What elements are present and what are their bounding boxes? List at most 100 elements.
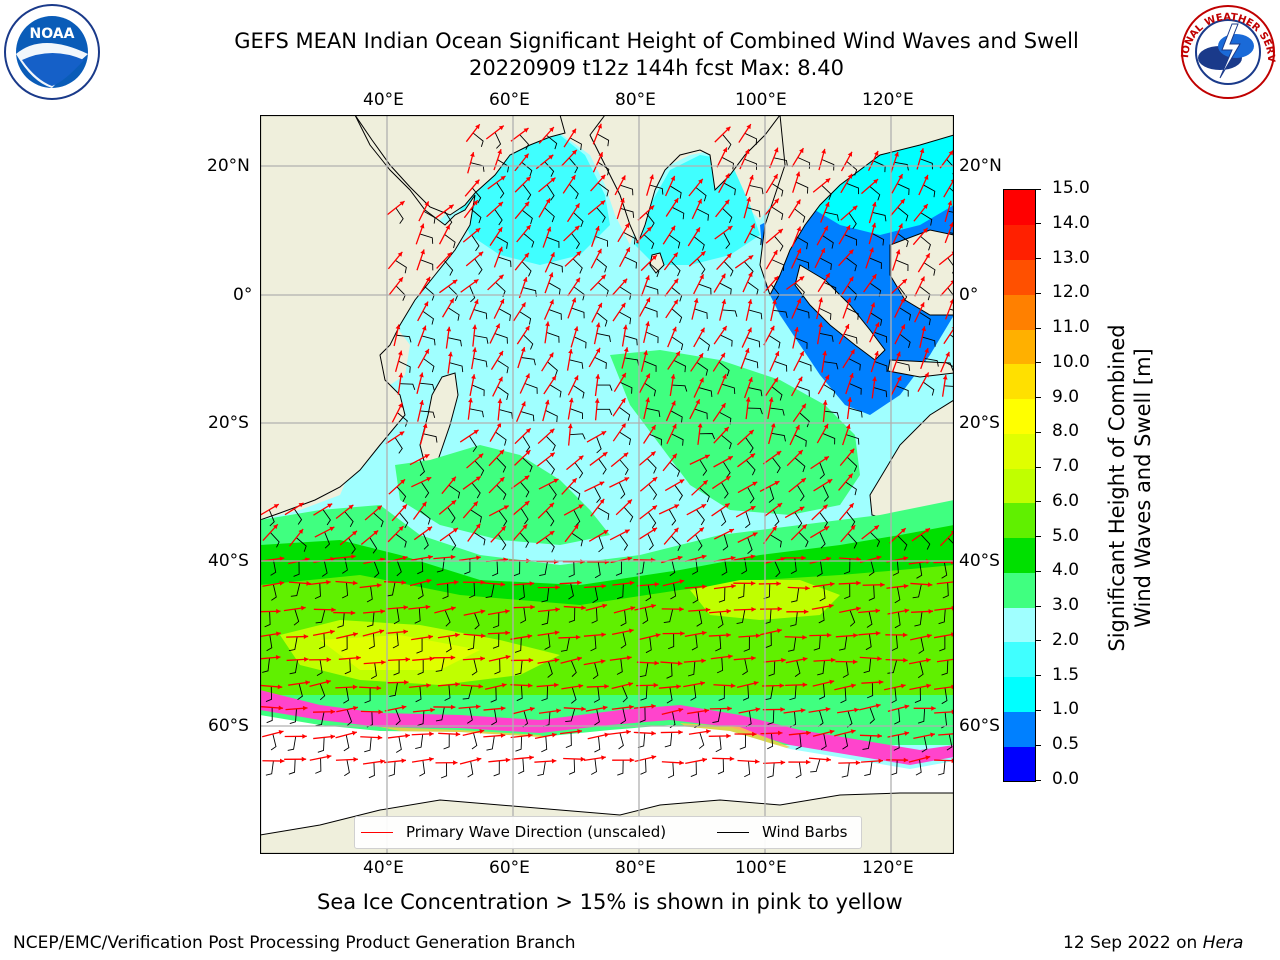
wave-direction-arrowhead	[649, 205, 655, 211]
wave-direction-arrowhead	[802, 634, 807, 640]
wave-direction-arrowhead	[475, 523, 481, 529]
wind-barb	[743, 636, 750, 652]
wave-direction-arrowhead	[594, 398, 600, 403]
wave-direction-arrowhead	[677, 555, 683, 561]
wind-barb	[695, 534, 703, 551]
wind-barb	[492, 560, 499, 577]
lon-tick-bottom-40e: 40°E	[363, 858, 404, 878]
wave-direction-arrowhead	[795, 424, 800, 430]
wave-direction-arrowhead	[693, 298, 699, 304]
wave-direction-arrowhead	[898, 174, 903, 180]
wind-barb	[820, 733, 827, 750]
wave-direction-arrowhead	[848, 503, 854, 509]
wind-barb	[796, 385, 810, 397]
wind-barb	[692, 587, 699, 604]
wave-direction-arrowhead	[273, 524, 278, 530]
wave-direction-arrowhead	[845, 424, 851, 430]
wind-barb	[470, 509, 482, 523]
colorbar-tick-mark	[1035, 605, 1041, 607]
wave-direction-arrowhead	[551, 758, 557, 764]
wave-direction-arrowhead	[348, 504, 354, 510]
wave-direction-arrowhead	[852, 205, 858, 211]
wind-barb	[643, 360, 657, 372]
wind-barb	[869, 257, 882, 269]
wind-barb	[343, 687, 350, 704]
wave-direction-arrowhead	[480, 579, 486, 585]
wave-direction-arrowhead	[628, 682, 633, 687]
wind-barb	[745, 437, 754, 454]
wind-barb	[373, 512, 384, 528]
wind-barb	[619, 431, 632, 446]
wave-direction-arrowhead	[505, 630, 510, 636]
wave-direction-arrow	[934, 759, 954, 762]
colorbar-tick-mark	[1035, 709, 1041, 711]
wave-direction-arrowhead	[629, 704, 634, 710]
wave-direction-arrowhead	[601, 583, 607, 589]
wind-barb	[297, 683, 303, 701]
wind-barb	[395, 260, 407, 274]
wave-direction-arrowhead	[575, 277, 580, 283]
wave-direction-arrowhead	[571, 297, 577, 303]
wind-barb	[842, 733, 849, 750]
wave-direction-arrowhead	[422, 423, 428, 429]
lon-tick-top-120e: 120°E	[862, 90, 914, 110]
wave-direction-arrowhead	[399, 201, 405, 206]
wave-direction-arrowhead	[654, 581, 660, 587]
wind-barb	[492, 633, 500, 649]
wind-barb	[471, 732, 478, 750]
wind-barb	[469, 582, 476, 599]
wind-barb	[669, 461, 681, 477]
wind-barb	[596, 408, 613, 416]
lon-tick-bottom-80e: 80°E	[615, 858, 656, 878]
wind-barb	[399, 512, 409, 529]
wave-direction-arrowhead	[326, 580, 331, 585]
wind-barb	[644, 306, 658, 318]
wave-direction-arrowhead	[298, 528, 304, 534]
colorbar-title-line2: Wind Waves and Swell [m]	[1131, 348, 1155, 628]
wave-direction-arrowhead	[780, 707, 785, 712]
wave-direction-arrowhead	[353, 705, 358, 711]
wave-direction-arrowhead	[527, 683, 533, 688]
wind-barb	[795, 762, 802, 779]
wave-direction-arrowhead	[549, 502, 554, 508]
wind-barb	[648, 483, 658, 500]
wind-barb	[493, 760, 500, 777]
wind-barb	[594, 561, 601, 579]
wave-direction-arrowhead	[673, 252, 678, 258]
wave-direction-arrowhead	[623, 347, 629, 353]
wind-barb	[696, 208, 709, 221]
wind-barb	[896, 361, 911, 371]
wind-barb	[718, 361, 730, 377]
wind-barb	[894, 708, 901, 725]
wind-barb	[593, 686, 600, 703]
wave-direction-arrowhead	[428, 634, 433, 640]
wind-barb	[923, 184, 936, 198]
wave-direction-arrowhead	[503, 505, 509, 510]
wave-direction-arrowhead	[924, 348, 929, 353]
wave-direction-arrowhead	[726, 632, 731, 638]
wind-barb	[691, 634, 698, 651]
wind-barb	[596, 332, 611, 343]
wind-barb	[823, 361, 839, 370]
wind-barb	[947, 537, 954, 545]
wind-barb	[568, 157, 579, 174]
wave-direction-arrowhead	[702, 757, 707, 763]
wind-barb	[723, 182, 736, 196]
wind-barb	[570, 408, 584, 420]
wind-barb	[545, 459, 555, 475]
wave-direction-arrowhead	[555, 585, 560, 590]
wind-barb	[545, 510, 555, 527]
wave-direction-arrowhead	[797, 376, 803, 382]
wave-direction-arrowhead	[377, 735, 383, 740]
wave-direction-arrowhead	[818, 322, 823, 328]
wave-direction-arrowhead	[872, 376, 877, 382]
colorbar-cell	[1004, 641, 1035, 678]
lat-tick-right-0: 0°	[959, 285, 979, 305]
wave-direction-arrowhead	[356, 655, 361, 661]
wind-barb	[474, 258, 483, 275]
wind-barb	[744, 761, 751, 778]
wave-direction-arrowhead	[548, 352, 554, 358]
wind-barb	[296, 537, 307, 552]
wave-region-green-west	[395, 445, 610, 545]
wind-barb	[344, 511, 354, 528]
